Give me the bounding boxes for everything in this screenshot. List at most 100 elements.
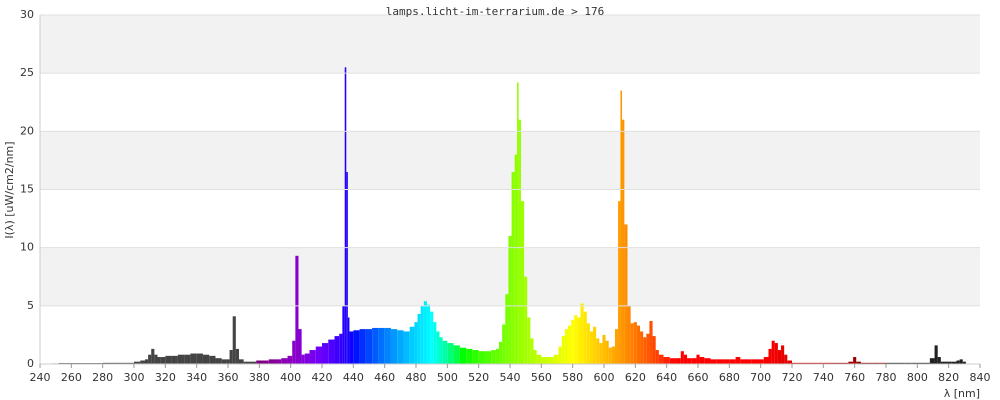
- bar: [157, 357, 161, 364]
- bar: [835, 362, 843, 364]
- bar: [151, 348, 155, 364]
- bar: [810, 362, 818, 364]
- bar: [804, 362, 811, 364]
- bar: [268, 359, 275, 364]
- bar: [636, 325, 641, 364]
- y-tick-label: 5: [27, 299, 34, 312]
- x-tick-label: 820: [938, 371, 959, 384]
- x-tick-label: 700: [750, 371, 771, 384]
- bar: [817, 362, 824, 364]
- bar: [442, 340, 448, 364]
- bar: [541, 357, 548, 364]
- x-tick-label: 640: [656, 371, 677, 384]
- bar: [322, 343, 329, 364]
- bar: [547, 357, 554, 364]
- bar: [787, 360, 792, 364]
- axes: 0 5 10 15 20 25 30 240 260 280 300 320 340 360 380 400 4…: [20, 8, 991, 384]
- y-tick-label: 0: [27, 357, 34, 370]
- x-tick-label: 760: [844, 371, 865, 384]
- bar: [108, 362, 116, 364]
- bar: [232, 316, 236, 364]
- bar: [287, 355, 293, 364]
- x-tick-label: 560: [531, 371, 552, 384]
- bar: [459, 347, 467, 364]
- x-tick-label: 500: [437, 371, 458, 384]
- x-tick-label: 340: [186, 371, 207, 384]
- bar: [691, 358, 697, 364]
- x-tick-label: 620: [625, 371, 646, 384]
- bar: [630, 323, 634, 364]
- bar: [879, 362, 886, 364]
- bar: [904, 362, 912, 364]
- bar: [160, 357, 166, 364]
- y-tick-label: 15: [20, 183, 34, 196]
- bar: [716, 359, 724, 364]
- bar: [527, 317, 531, 364]
- x-tick-label: 300: [124, 371, 145, 384]
- y-tick-label: 30: [20, 8, 34, 21]
- y-axis-label: I(λ) [uW/cm2/nm]: [3, 141, 16, 238]
- bar: [309, 350, 316, 364]
- bar: [249, 361, 257, 364]
- bar: [196, 353, 203, 364]
- bar: [295, 255, 299, 364]
- bar: [934, 345, 938, 364]
- bar: [134, 361, 141, 364]
- bar: [586, 323, 590, 364]
- bar: [669, 358, 677, 364]
- x-tick-label: 440: [343, 371, 364, 384]
- bar: [177, 354, 185, 364]
- bar: [605, 340, 609, 364]
- bar: [420, 305, 424, 364]
- bar: [226, 359, 230, 364]
- bar: [937, 357, 941, 364]
- grid-band: [40, 15, 980, 74]
- bar: [148, 354, 152, 364]
- bar: [860, 362, 868, 364]
- x-tick-label: 720: [782, 371, 803, 384]
- bar: [567, 325, 572, 364]
- bar: [262, 360, 269, 364]
- bar: [349, 331, 354, 364]
- x-tick-label: 420: [312, 371, 333, 384]
- bar: [533, 350, 537, 364]
- bar: [655, 350, 659, 364]
- bar: [347, 317, 350, 364]
- bar: [140, 360, 145, 364]
- x-tick-label: 660: [688, 371, 709, 384]
- x-tick-label: 380: [249, 371, 270, 384]
- y-tick-label: 20: [20, 124, 34, 137]
- bar: [171, 355, 178, 364]
- bar: [929, 358, 935, 364]
- bar: [683, 354, 688, 364]
- x-axis-label: λ [nm]: [944, 387, 980, 400]
- bar: [757, 359, 764, 364]
- bar: [553, 354, 559, 364]
- bar: [484, 351, 492, 364]
- bar: [680, 351, 684, 364]
- bar: [571, 319, 575, 364]
- bar: [384, 327, 391, 364]
- bar: [774, 343, 778, 364]
- bar: [829, 362, 836, 364]
- bar: [423, 301, 427, 364]
- bar: [390, 329, 398, 364]
- grid-band: [40, 131, 980, 190]
- bar: [472, 350, 479, 364]
- bar: [102, 362, 109, 364]
- bar: [209, 355, 216, 364]
- x-tick-label: 240: [30, 371, 51, 384]
- chart-title: lamps.licht-im-terrarium.de > 176: [386, 5, 605, 18]
- bar: [243, 361, 250, 364]
- bar: [723, 359, 730, 364]
- bar: [580, 303, 584, 364]
- bar: [892, 362, 899, 364]
- bar: [624, 224, 628, 364]
- bar: [646, 333, 650, 364]
- bar: [564, 329, 568, 364]
- bar: [620, 90, 623, 364]
- bar: [514, 154, 518, 364]
- bar: [372, 327, 379, 364]
- x-tick-label: 320: [155, 371, 176, 384]
